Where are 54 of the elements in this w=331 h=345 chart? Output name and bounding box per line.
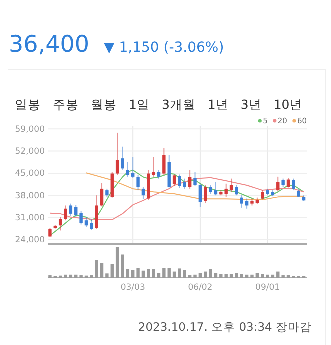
y-tick-label: 45,000 xyxy=(15,169,45,180)
x-tick-label: 03/03 xyxy=(120,283,146,294)
bar xyxy=(214,273,218,278)
bar xyxy=(245,274,249,278)
bar xyxy=(266,274,270,278)
line-series xyxy=(86,172,305,201)
chart-title: 36,400 xyxy=(9,32,90,58)
text: 2023.10.17. 오후 03:34 장마감 xyxy=(138,320,312,334)
bar xyxy=(250,274,254,278)
text: 10년 xyxy=(274,97,303,112)
bar xyxy=(147,269,150,278)
bar xyxy=(132,270,135,278)
bar xyxy=(136,268,140,278)
y-tick-label: 31,000 xyxy=(15,213,45,224)
bar xyxy=(276,272,280,278)
bar xyxy=(183,270,186,278)
bar xyxy=(116,247,120,278)
text: 1년 xyxy=(208,97,229,112)
text: 3개월 xyxy=(162,97,196,112)
text: 1일 xyxy=(129,97,150,112)
bar xyxy=(69,274,73,278)
bar xyxy=(126,269,130,278)
line-series xyxy=(50,170,305,236)
bar xyxy=(121,254,124,278)
bar xyxy=(235,273,238,278)
bar xyxy=(256,273,260,278)
bar xyxy=(209,269,212,278)
bar xyxy=(194,274,197,278)
text: 3년 xyxy=(240,97,262,112)
y-tick-label: 24,000 xyxy=(15,236,45,246)
text: 일봉 xyxy=(15,97,41,112)
bar xyxy=(204,272,208,278)
bar xyxy=(168,268,171,278)
bar xyxy=(64,274,68,278)
bar xyxy=(271,274,275,278)
y-tick-label: 38,000 xyxy=(15,191,45,202)
text: 주봉 xyxy=(53,97,79,112)
x-tick-label: 06/02 xyxy=(188,283,213,294)
y-tick-label: 52,000 xyxy=(15,147,45,158)
y-tick-label: 59,000 xyxy=(15,124,45,135)
bar xyxy=(106,274,109,278)
bar xyxy=(162,268,166,278)
bar xyxy=(198,273,202,278)
bar xyxy=(178,268,182,278)
chart-subtitle: ▼ 1,150 (-3.06%) xyxy=(104,40,224,56)
bar xyxy=(172,272,176,278)
bar xyxy=(152,269,156,278)
bar xyxy=(74,274,78,278)
bar xyxy=(110,264,114,278)
bar xyxy=(100,263,104,278)
bar xyxy=(157,273,161,278)
bar xyxy=(142,270,146,278)
text: 월봉 xyxy=(91,97,117,112)
x-tick-label: 09/01 xyxy=(256,283,280,294)
